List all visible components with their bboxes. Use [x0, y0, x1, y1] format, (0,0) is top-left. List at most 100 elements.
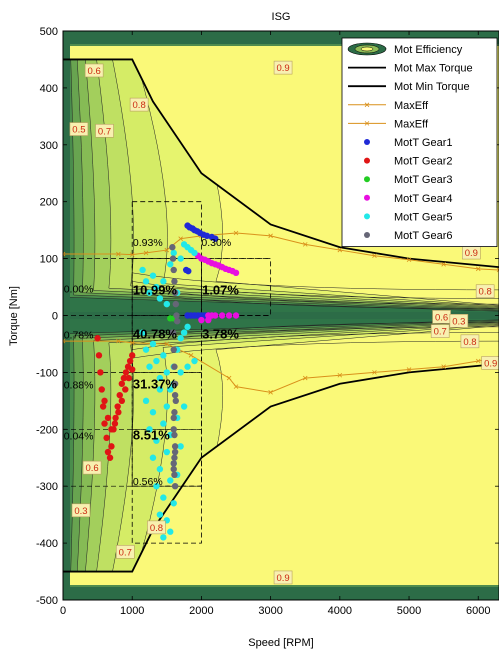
x-tick-label: 5000	[397, 605, 421, 617]
mott-gear5-point	[156, 295, 164, 302]
legend-entry: MotT Gear2	[364, 156, 453, 168]
y-tick-label: 300	[40, 140, 58, 152]
mott-gear2-point	[116, 391, 123, 399]
mott-gear2-point	[122, 369, 130, 376]
mott-gear5-point	[167, 528, 174, 535]
mott-gear5-point	[142, 346, 150, 353]
mott-gear2-point	[108, 443, 115, 450]
mott-gear5-point	[191, 249, 198, 257]
mott-gear6-point	[171, 278, 178, 285]
contour-label-box	[69, 122, 89, 136]
gear-series	[94, 222, 240, 541]
contour-label-text: 0.3	[452, 316, 465, 327]
mott-gear5-point	[142, 397, 150, 405]
mott-gear5-point	[156, 386, 164, 393]
mott-gear6-point	[170, 460, 177, 467]
legend-swatch-contour	[360, 46, 374, 52]
mott-gear6-point	[170, 426, 177, 433]
maxeff-marker	[372, 253, 377, 259]
contour-label-box	[71, 503, 91, 518]
contour-label-box	[84, 63, 104, 78]
percentage-annotation: 0.00%	[64, 284, 94, 296]
contour-line	[132, 286, 499, 305]
mott-gear6-point	[170, 465, 177, 473]
maxeff-marker	[233, 384, 239, 389]
y-tick-label: 200	[40, 197, 58, 209]
maxeff-marker	[63, 338, 66, 344]
legend-swatch-dot	[364, 232, 370, 238]
maxeff-marker	[116, 251, 121, 257]
mott-gear1-point	[185, 267, 192, 275]
legend-entry: Mot Min Torque	[348, 81, 470, 93]
mott-gear5-point	[160, 420, 167, 427]
mott-gear1-point	[203, 232, 211, 240]
mott-gear5-point	[163, 448, 171, 456]
mott-gear5-point	[177, 443, 184, 450]
legend-entry: MotT Gear6	[364, 230, 453, 242]
mott-gear2-point	[122, 386, 129, 393]
mott-gear5-point	[160, 278, 167, 285]
mott-gear5-point	[160, 352, 167, 359]
contour-label: 0.6	[84, 63, 104, 78]
contour-label: 0.8	[129, 97, 149, 112]
legend-label: MotT Gear3	[394, 174, 453, 186]
mott-gear5-point	[149, 272, 157, 279]
mott-gear5-point	[142, 278, 150, 285]
percentage-annotation: 8.51%	[133, 428, 170, 443]
mott-gear5-point	[146, 289, 153, 296]
mott-gear5-point	[177, 255, 184, 262]
mott-gear5-point	[149, 454, 157, 461]
contour-label: 0.8	[460, 334, 480, 349]
bottom-border-band	[63, 587, 499, 600]
mott-gear5-point	[139, 329, 146, 336]
y-tick-label: -200	[36, 424, 58, 436]
mott-gear5-point	[184, 323, 191, 331]
contour-label: 0.9	[273, 60, 293, 75]
legend-label: MotT Gear1	[394, 137, 453, 149]
legend: Mot Efficiency Mot Max Torque Mot Min Torq…	[341, 37, 498, 248]
contour-label-box	[481, 356, 499, 370]
mott-gear5-point	[184, 363, 191, 370]
mott-gear6-point	[169, 329, 177, 336]
mott-gear2-point	[104, 448, 112, 456]
legend-swatch-marker	[364, 102, 370, 108]
maxeff-marker	[496, 267, 499, 273]
contour-label: 0.6	[432, 310, 451, 324]
contour-label: 0.9	[462, 245, 481, 260]
mott-gear4-point	[212, 312, 219, 319]
mott-gear2-point	[126, 357, 134, 365]
mott-gear2-point	[101, 397, 108, 405]
maxeff-marker	[406, 257, 412, 263]
legend-label: Mot Max Torque	[394, 63, 473, 75]
mott-gear6-point	[173, 317, 181, 325]
mott-gear6-point	[170, 414, 177, 422]
y-tick-label: -400	[36, 538, 58, 550]
contour-label-box	[475, 284, 495, 299]
axes: 0 1000 2000 3000 4000 5000 6000-500-400-300-20…	[36, 26, 499, 617]
contour-label: 0.9	[481, 356, 499, 370]
mott-gear5-point	[170, 500, 177, 507]
x-tick-label: 3000	[258, 605, 282, 617]
mott-gear2-point	[129, 366, 136, 373]
y-tick-label: -100	[36, 367, 58, 379]
contour-label: 0.3	[449, 314, 469, 328]
legend-entry: MotT Gear1	[364, 137, 453, 149]
maxeff-marker	[178, 236, 183, 241]
contour-label: 0.7	[430, 324, 450, 338]
chart-title: ISG	[272, 11, 291, 23]
mott-gear4-point	[205, 316, 212, 324]
contour-label: 0.8	[475, 284, 495, 299]
y-tick-label: -300	[36, 481, 58, 493]
mott-gear5-point	[160, 494, 167, 501]
y-tick-label: 500	[40, 26, 58, 38]
mott-gear6-point	[173, 312, 180, 319]
maxeff-marker	[302, 242, 308, 247]
mott-gear2-point	[118, 380, 126, 387]
y-tick-label: 400	[40, 83, 58, 95]
percentage-annotation: 0.88%	[64, 379, 94, 391]
maxeff-marker	[129, 252, 135, 257]
mott-gear5-point	[163, 300, 171, 308]
legend-label: MotT Gear5	[394, 211, 453, 223]
contour-labels: 0.6 0.5 0.7 0.8 0.9 0.9 0.8 0.6 0.3 0.7 0.8 0.9 0.6 0…	[69, 60, 499, 585]
